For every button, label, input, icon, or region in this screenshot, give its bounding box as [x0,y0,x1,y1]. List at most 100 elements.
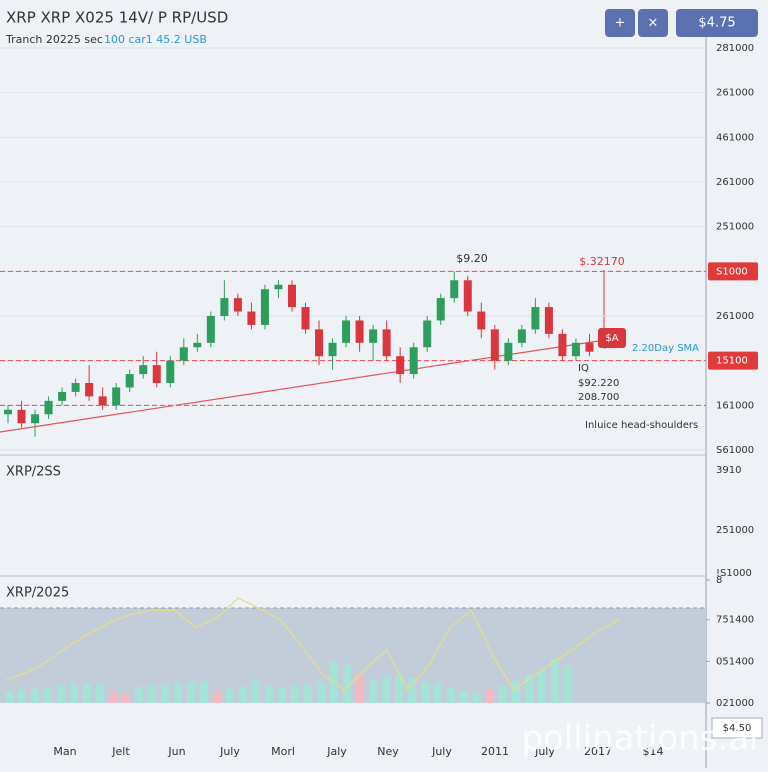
candle-body [544,307,553,334]
candle-body [517,329,526,343]
trend-line [0,339,606,433]
button-label[interactable]: × [648,16,659,31]
x-tick-label: Ney [377,745,399,758]
y-tick-label: 261000 [716,88,754,99]
candle-body [58,391,67,401]
candle-body [436,298,445,321]
candle-body [233,298,242,312]
button[interactable] [605,9,635,37]
y-tick-label: S1000 [716,266,748,277]
candle-body [4,409,12,415]
histogram-bar [213,691,221,703]
histogram-bar [96,683,104,703]
candle-body [220,298,229,316]
histogram-bar [421,682,429,703]
candle-body [558,333,567,357]
y-tick-label: 461000 [716,132,754,143]
candle-body [85,383,94,397]
button-label[interactable]: + [615,16,626,31]
x-tick-label: Jelt [111,745,130,758]
histogram-bar [369,680,377,703]
badge [598,328,626,348]
candle-body [31,414,40,424]
candle-body [112,387,121,406]
candle-body [369,329,378,343]
histogram-bar [499,685,507,703]
candle-body [301,307,310,330]
x-tick-label: 2011 [481,745,509,758]
histogram-bar [57,685,65,703]
histogram-bar [317,682,325,703]
histogram-bar [109,691,117,703]
candle-body [396,356,405,375]
y-tick-label: 251000 [716,525,754,536]
histogram-bar [200,681,208,703]
candle-body [287,284,296,308]
histogram-bar [486,689,494,703]
info: 100 car1 45.2 USB [104,33,207,46]
histogram-bar [512,680,520,703]
price[interactable]: $4.75 [698,16,735,31]
histogram-bar [460,691,468,703]
histogram-bar [278,687,286,703]
candle-body [531,307,540,330]
x-tick-label: July [534,745,555,758]
candle-body [260,289,269,325]
candle-body [193,342,202,348]
panel-title: XRP/2SS [6,465,61,480]
candle-body [98,396,107,406]
candle-body [409,347,418,375]
subtitle: Tranch 20225 sec [5,33,103,46]
candle-body [585,342,594,352]
x-tick-label: July [431,745,452,758]
y-tick-label: S61000 [716,445,754,456]
title: XRP XRP X025 14V/ P RP/USD [6,9,228,27]
x-tick-label: Jun [167,745,185,758]
histogram-bar [252,679,260,703]
candle-body [423,320,432,348]
oscillator-band [0,608,706,703]
price-button[interactable] [676,9,758,37]
histogram-bar [122,693,130,703]
candle-body [274,284,283,290]
histogram-bar [161,685,169,703]
annotation: Inluice head-shoulders [585,420,698,431]
y-tick-label: 8 [716,575,722,586]
histogram-bar [382,676,390,703]
histogram-bar [5,691,13,703]
histogram-bar [564,665,572,703]
watermark: pollinations.ai [521,719,758,759]
histogram-bar [135,686,143,703]
histogram-bar [525,674,533,703]
y-tick-label: 051400 [716,656,754,667]
y-tick-label: 021000 [716,698,754,709]
candle-body [152,365,161,383]
candle-body [247,311,256,325]
histogram-bar [239,686,247,703]
histogram-bar [551,659,559,703]
panel-title: XRP/2025 [6,586,69,601]
candle-body [139,365,148,375]
x-tick-label: July [219,745,240,758]
annotation: IQ [578,363,589,374]
annotation: 2.20Day SMA [632,343,699,354]
y-tick-label: 3910 [716,465,741,476]
annotation: $.32170 [579,255,625,268]
x-tick-label: Man [53,745,76,758]
histogram-bar [343,665,351,703]
y-tick-label: !S1000 [716,568,752,579]
y-tick-label: 161000 [716,400,754,411]
histogram-bar [265,685,273,703]
histogram-bar [148,685,156,703]
candle-body [179,347,188,361]
histogram-bar [434,684,442,703]
button[interactable] [638,9,668,37]
candle-body [477,311,486,330]
candle-body [166,360,175,383]
candle-body [17,409,26,424]
price-badge [708,262,758,281]
candle-body [450,280,459,299]
y-tick-label: 261000 [716,177,754,188]
y-tick-label: 261000 [716,311,754,322]
y-tick-label: 15100 [716,356,748,367]
